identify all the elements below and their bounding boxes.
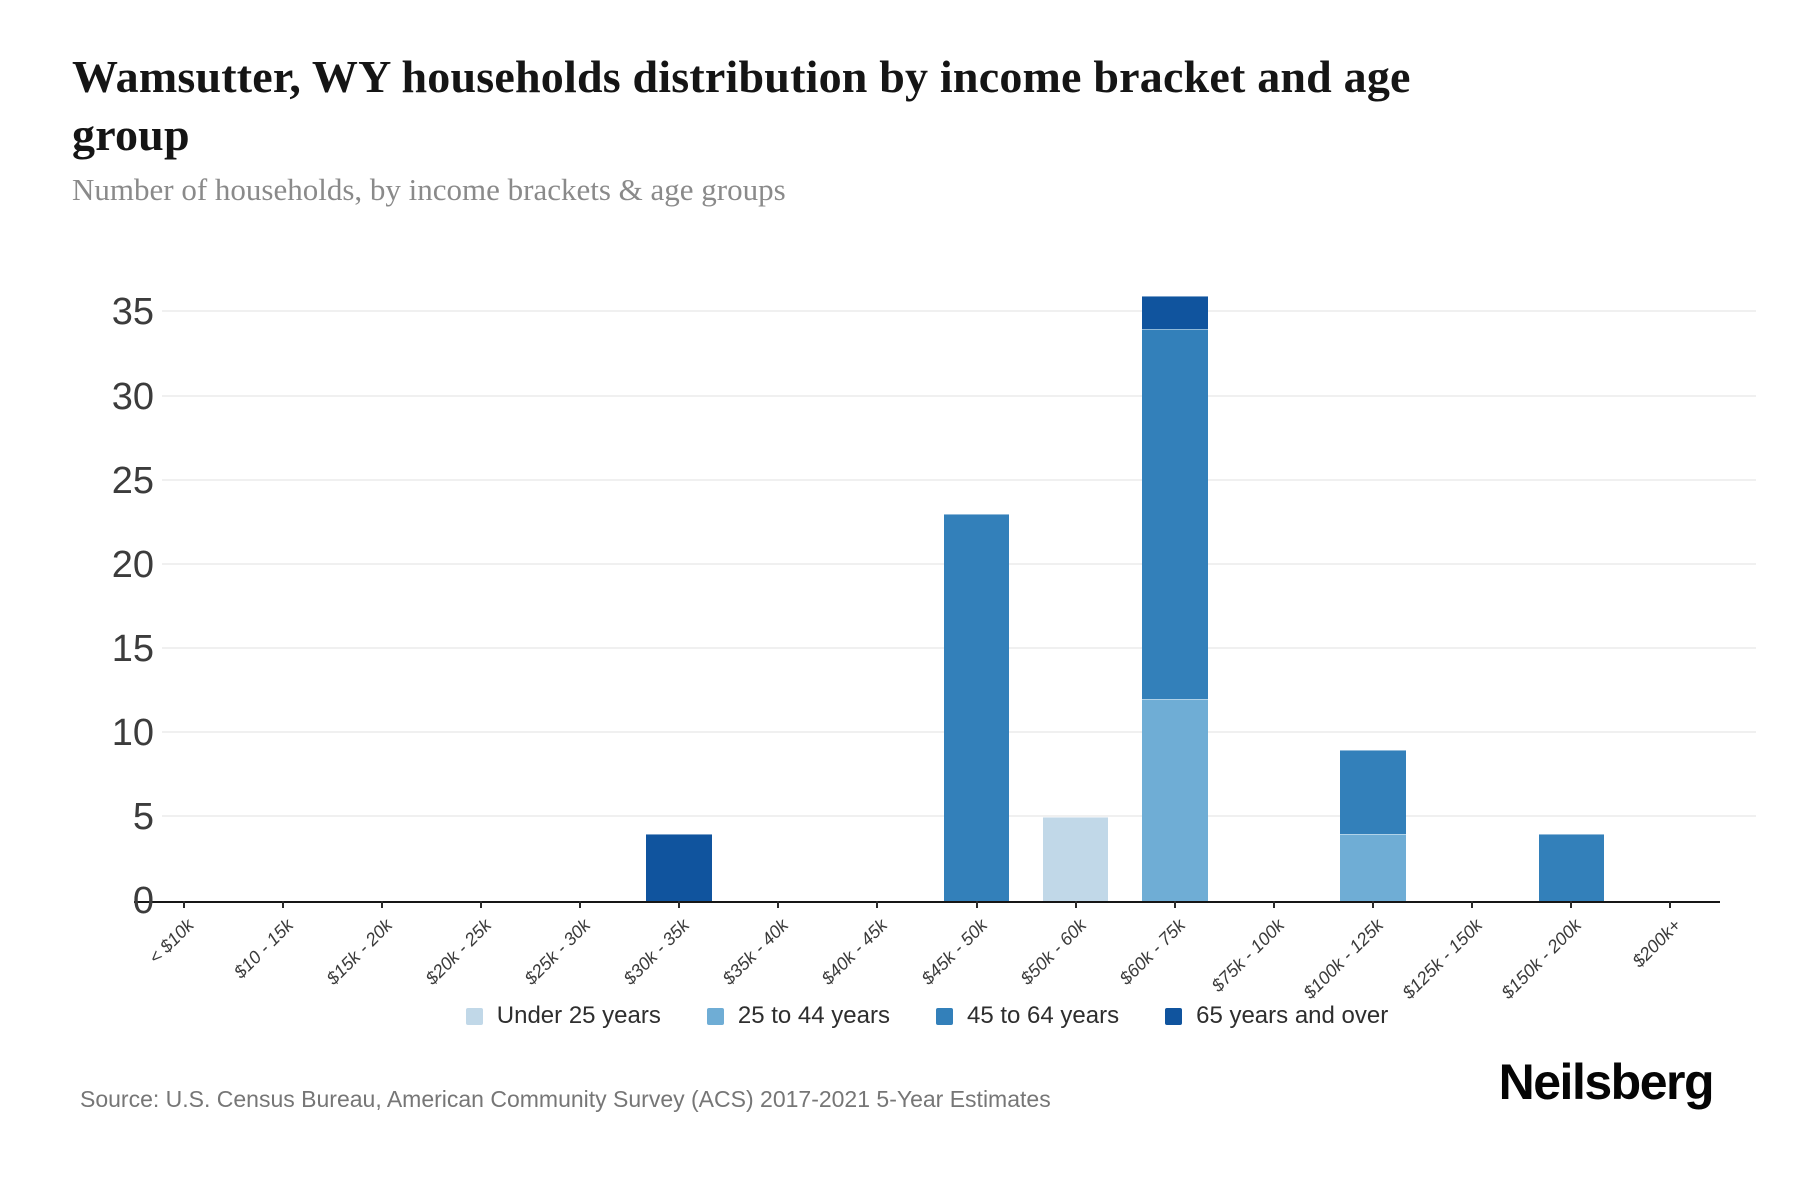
category-column: $40k - 45k [818, 262, 927, 989]
x-axis-tick-label: $125k - 150k [1398, 915, 1487, 1003]
y-axis-tick-label: 10 [111, 711, 154, 754]
x-axis-tick [678, 901, 681, 908]
bar-segment [646, 833, 712, 901]
category-column: < $10k [134, 262, 233, 968]
legend-label: Under 25 years [496, 1002, 661, 1029]
x-axis-tick [1471, 901, 1474, 908]
category-column: $75k - 100k [1207, 262, 1323, 996]
bar-segment [943, 514, 1010, 901]
x-axis-tick [1570, 901, 1573, 908]
legend-label: 65 years and over [1196, 1002, 1389, 1029]
category-column: $60k - 75k [1115, 262, 1224, 989]
category-column: $35k - 40k [719, 262, 828, 989]
category-column: $125k - 150k [1399, 262, 1522, 1003]
stacked-bar [1042, 816, 1109, 901]
x-axis-tick [975, 901, 978, 908]
x-axis-tick [1074, 901, 1077, 908]
category-column: $150k - 200k [1498, 262, 1621, 1003]
x-axis-tick [1272, 901, 1275, 908]
category-column: $20k - 25k [421, 262, 530, 989]
bar-segment [1340, 833, 1406, 901]
x-axis-tick-label: $10 - 15k [229, 915, 297, 983]
x-axis-tick [281, 901, 284, 908]
brand-logo: Neilsberg [1498, 1054, 1715, 1110]
legend-swatch [706, 1007, 724, 1025]
bar-segment [1142, 295, 1208, 330]
x-axis-tick-label: $30k - 35k [619, 915, 694, 989]
category-column: $10 - 15k [230, 262, 332, 982]
x-axis-tick-label: < $10k [144, 915, 198, 968]
y-axis-tick-label: 25 [111, 459, 154, 502]
stacked-bar [1340, 749, 1406, 901]
x-axis-tick [479, 901, 482, 908]
x-axis-tick-label: $45k - 50k [917, 915, 991, 989]
category-column: $30k - 35k [620, 262, 729, 989]
x-axis-tick-label: $200k+ [1628, 915, 1685, 972]
stacked-bar [943, 514, 1010, 901]
bar-segment [1042, 816, 1109, 901]
category-column: $200k+ [1621, 262, 1720, 971]
category-column: $15k - 20k [322, 262, 431, 989]
bar-segment [1538, 833, 1605, 901]
legend-swatch [935, 1007, 953, 1025]
x-axis-tick-label: $75k - 100k [1207, 915, 1289, 996]
x-axis-tick [876, 901, 879, 908]
category-column: $100k - 125k [1299, 262, 1423, 1003]
x-axis-tick-label: $100k - 125k [1299, 915, 1388, 1003]
x-axis-tick [1372, 901, 1375, 908]
x-axis-tick-label: $35k - 40k [718, 915, 793, 989]
legend-label: 45 to 64 years [966, 1002, 1120, 1029]
x-axis-tick-label: $20k - 25k [421, 915, 496, 989]
legend: Under 25 years 25 to 44 years 45 to 64 yea… [134, 1002, 1720, 1030]
legend-item: 25 to 44 years [706, 1002, 890, 1030]
x-axis-tick-label: $40k - 45k [817, 915, 892, 989]
y-axis-tick-label: 0 [132, 880, 154, 922]
gridline [162, 478, 1756, 481]
legend-item: 65 years and over [1165, 1002, 1388, 1030]
bar-segment [1142, 329, 1208, 700]
legend-item: Under 25 years [465, 1002, 661, 1030]
bar-segment [1340, 749, 1406, 834]
category-column: $45k - 50k [917, 262, 1026, 989]
x-axis-tick [579, 901, 582, 908]
stacked-bar [1142, 295, 1208, 901]
x-axis-tick-label: $15k - 20k [322, 915, 396, 989]
x-axis-tick-label: $150k - 200k [1497, 915, 1586, 1003]
x-axis-tick-label: $25k - 30k [520, 915, 595, 989]
page-title: Wamsutter, WY households distribution by… [72, 51, 1411, 160]
stacked-bar [1538, 833, 1605, 901]
y-axis-tick-label: 5 [132, 795, 154, 838]
gridline [162, 394, 1756, 397]
x-axis-tick [1669, 901, 1672, 908]
stacked-bar [646, 833, 712, 901]
category-column: $50k - 60k [1016, 262, 1125, 989]
x-axis-tick [380, 901, 383, 908]
columns: < $10k $10 - 15k $15k - 20k $20k - 25k $25k … [134, 262, 1720, 1003]
legend-swatch [465, 1007, 483, 1025]
gridline [162, 310, 1756, 313]
y-axis-tick-label: 20 [111, 543, 154, 586]
y-axis-tick-label: 15 [111, 627, 154, 670]
bar-segment [1142, 699, 1208, 901]
legend-label: 25 to 44 years [737, 1002, 890, 1029]
y-axis-tick-label: 30 [111, 375, 154, 418]
x-axis-tick [182, 901, 185, 908]
x-axis-tick [777, 901, 780, 908]
legend-swatch [1165, 1007, 1183, 1025]
source-text: Source: U.S. Census Bureau, American Com… [80, 1086, 1051, 1112]
category-column: $25k - 30k [521, 262, 630, 989]
y-axis-tick-label: 35 [111, 291, 154, 334]
x-axis-tick-label: $50k - 60k [1016, 915, 1090, 989]
legend-item: 45 to 64 years [935, 1002, 1120, 1030]
x-axis-tick [1173, 901, 1176, 908]
plot-area: 0 5 10 15 20 25 30 35 < $10k $10 - 15k $15k - 20k… [112, 262, 1756, 1003]
x-axis-tick-label: $60k - 75k [1115, 915, 1189, 989]
page-subtitle: Number of households, by income brackets… [72, 172, 786, 207]
